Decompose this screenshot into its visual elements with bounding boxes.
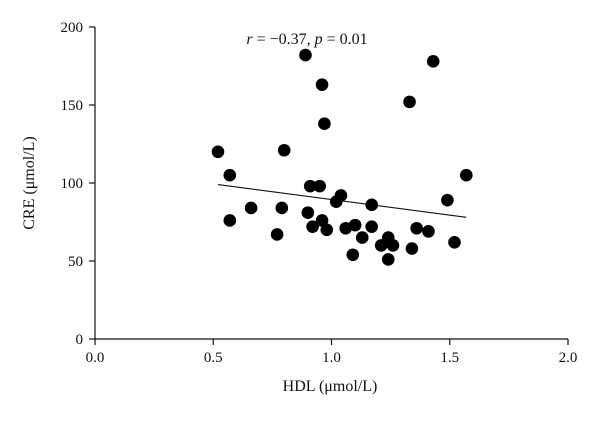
data-point [211,145,225,159]
data-point [315,214,329,227]
y-tick-label: 50 [68,254,83,270]
data-point [410,221,423,235]
x-ticks: 0.0 0.5 1.0 1.5 2.0 [86,339,578,366]
data-points [211,48,473,266]
y-tick-label: 100 [61,176,84,192]
x-tick-label: 0.5 [204,350,223,366]
data-point [381,253,395,266]
axes [94,27,568,340]
data-point [405,242,419,255]
data-point [386,239,400,252]
data-point [306,220,319,233]
data-point [301,206,315,219]
data-point [422,225,435,238]
data-point [223,168,237,182]
data-point [277,143,291,157]
x-tick-label: 1.5 [440,350,459,366]
data-point [275,201,289,215]
data-point [448,235,461,249]
data-point [365,220,379,233]
x-tick-label: 0.0 [86,350,105,366]
data-point [348,218,362,232]
data-point [355,231,369,244]
data-point [318,117,331,131]
data-point [365,198,379,212]
data-point [223,214,237,227]
data-point [346,248,360,262]
data-point [313,179,326,193]
data-point [299,48,312,62]
data-point [244,201,258,215]
data-point [339,221,352,235]
y-tick-label: 150 [61,98,84,114]
data-point [303,179,317,193]
y-tick-label: 200 [61,20,84,36]
data-point [270,228,284,241]
data-point [441,193,454,207]
data-point [320,223,334,237]
data-point [403,95,416,109]
x-tick-label: 1.0 [322,350,341,366]
y-tick-label: 0 [76,332,84,348]
y-ticks: 0 50 100 150 200 [61,20,95,348]
x-axis-title: HDL (μmol/L) [283,378,378,395]
correlation-annotation: r = −0.37, p = 0.01 [246,31,367,48]
data-point [426,55,440,68]
data-point [460,168,473,182]
data-point [334,189,348,202]
y-axis-title: CRE (μmol/L) [21,136,38,229]
data-point [315,78,329,92]
x-tick-label: 2.0 [559,350,578,366]
